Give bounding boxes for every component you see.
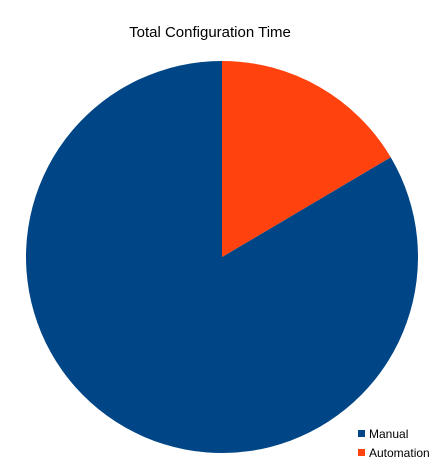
legend-item-manual: Manual <box>358 424 430 443</box>
chart-title: Total Configuration Time <box>129 24 291 41</box>
legend: Manual Automation <box>358 424 430 462</box>
legend-label-automation: Automation <box>369 445 430 460</box>
pie-slice-manual <box>26 61 419 453</box>
legend-item-automation: Automation <box>358 443 430 462</box>
pie-slices <box>26 61 419 453</box>
legend-label-manual: Manual <box>369 426 409 441</box>
legend-swatch-automation <box>358 449 365 456</box>
pie-slice-automation <box>222 61 391 257</box>
legend-swatch-manual <box>358 430 365 437</box>
